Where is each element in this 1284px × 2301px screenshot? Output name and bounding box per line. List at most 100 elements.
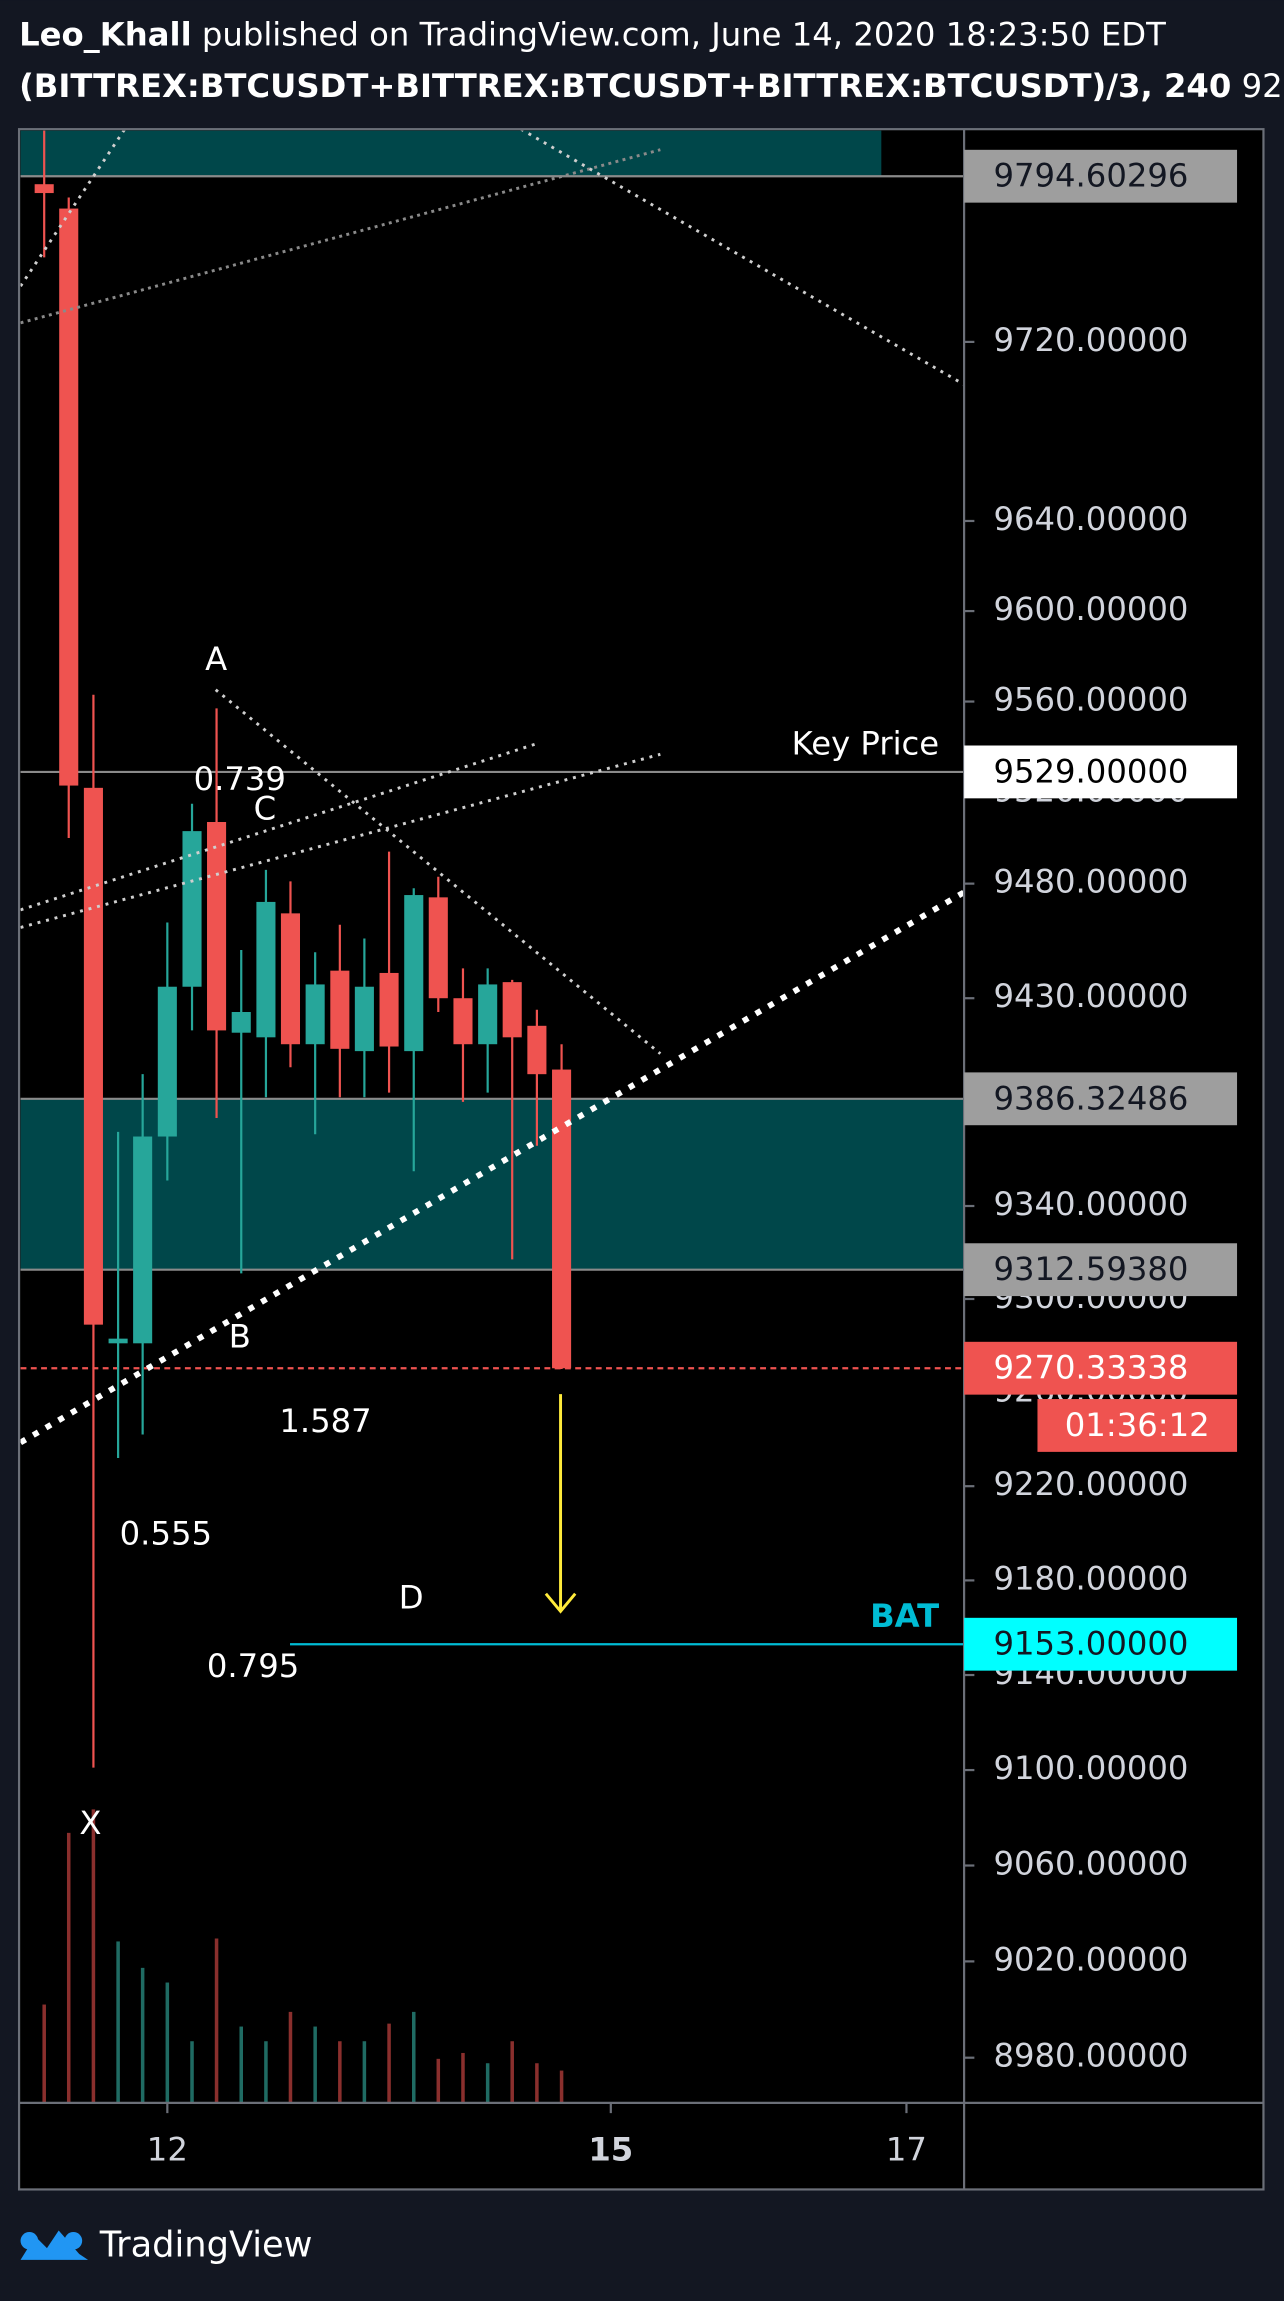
candle-body [108, 1338, 128, 1344]
y-tick-label: 8980.00000 [993, 2037, 1188, 2075]
price-tag [964, 1617, 1238, 1671]
price-tag [964, 1072, 1238, 1126]
candle-body [428, 897, 448, 999]
pattern-label: 0.555 [120, 1515, 212, 1553]
header-line-1: Leo_Khall published on TradingView.com, … [19, 16, 1166, 54]
price-tag [964, 1341, 1238, 1395]
logo-dot [20, 2231, 39, 2250]
y-tick-label: 9060.00000 [993, 1845, 1188, 1883]
x-tick-label: 15 [588, 2130, 633, 2168]
candle-body [280, 913, 301, 1045]
candle-body [182, 831, 202, 987]
volume-bar [485, 2063, 490, 2103]
volume-bar [338, 2041, 342, 2103]
trend-line [520, 130, 965, 386]
pattern-label: B [229, 1318, 251, 1356]
y-tick-label: 9560.00000 [993, 681, 1188, 719]
volume-bar [165, 1982, 170, 2103]
volume-bar [214, 1938, 219, 2103]
candle-body [59, 208, 79, 786]
volume-bar [436, 2058, 441, 2103]
footer-logo [20, 2230, 89, 2260]
countdown-tag [1037, 1399, 1238, 1452]
pattern-label: D [399, 1578, 424, 1616]
y-tick-label: 9100.00000 [993, 1749, 1188, 1787]
candle-body [478, 984, 498, 1045]
y-tick-label: 9180.00000 [993, 1559, 1188, 1597]
volume-bar [116, 1941, 120, 2103]
candle-body [231, 1012, 251, 1033]
drawings [20, 130, 965, 1614]
y-tick-label: 9720.00000 [993, 321, 1188, 359]
axis: 9720.00000 9640.00000 9600.00000 9560.00000… [147, 149, 1238, 2168]
candle-body [157, 986, 177, 1137]
volume-bar [411, 2011, 416, 2103]
candle-body [305, 984, 325, 1045]
volume-bar [66, 1832, 71, 2103]
y-tick-label: 9020.00000 [993, 1940, 1188, 1978]
countdown-label: 01:36:12 [1065, 1406, 1210, 1444]
candle-body [34, 184, 54, 194]
y-tick-label: 9430.00000 [993, 977, 1188, 1015]
volume-bar [362, 2041, 367, 2103]
pattern-label: A [205, 640, 227, 678]
volume-bar [535, 2063, 539, 2103]
logo-dot [64, 2231, 83, 2250]
price-tag-label: 9312.59380 [993, 1250, 1188, 1288]
volume-bar [313, 2026, 317, 2103]
last-price: 9270. [1231, 67, 1284, 105]
header-line-2: (BITTREX:BTCUSDT+BITTREX:BTCUSDT+BITTREX… [19, 67, 1284, 105]
candle-body [133, 1136, 153, 1344]
volume-bar [510, 2041, 514, 2103]
price-tag-label: 9270.33338 [993, 1349, 1188, 1387]
pattern-label: 1.587 [279, 1402, 371, 1440]
price-tag [964, 149, 1238, 203]
volume-bar [559, 2070, 564, 2103]
volume-bar [288, 2011, 293, 2103]
logo-icon [20, 2230, 89, 2260]
symbol: (BITTREX:BTCUSDT+BITTREX:BTCUSDT+BITTREX… [19, 67, 1231, 105]
volume-bar [190, 2041, 194, 2103]
candle-body [502, 982, 522, 1038]
volume-bar [140, 1967, 145, 2103]
candle-body [330, 970, 350, 1049]
trend-line [20, 148, 661, 325]
y-tick-label: 9220.00000 [993, 1465, 1188, 1503]
price-tag [964, 745, 1238, 799]
target-arrow-head [544, 1592, 577, 1614]
candle-body [552, 1069, 572, 1369]
volume-bar [42, 2004, 46, 2103]
pattern-label: 0.795 [207, 1647, 299, 1685]
y-tick-label: 9600.00000 [993, 590, 1188, 628]
candle-body [83, 787, 103, 1325]
volume-bar [387, 2023, 391, 2103]
candle-body [207, 822, 227, 1031]
candle-body [453, 998, 473, 1045]
price-tag-label: 9794.60296 [993, 157, 1188, 195]
volume-bar [461, 2052, 465, 2103]
price-tag-label: 9386.32486 [993, 1079, 1188, 1117]
trend-line [20, 742, 537, 912]
author: Leo_Khall [19, 16, 192, 54]
pattern-label: 0.739 [194, 760, 286, 798]
candle-body [256, 901, 276, 1038]
price-tag-label: 9529.00000 [993, 752, 1188, 790]
volume-bar [239, 2026, 244, 2103]
level-name: Key Price [792, 725, 939, 763]
zone [20, 130, 882, 177]
x-tick-label: 12 [147, 2130, 188, 2168]
price-tag-label: 9153.00000 [993, 1625, 1188, 1663]
candle-body [527, 1025, 547, 1075]
pattern-label: X [79, 1804, 101, 1842]
volume-bar [91, 1809, 96, 2103]
candle-body [354, 986, 374, 1052]
x-tick-label: 17 [886, 2130, 927, 2168]
footer-brand: TradingView [99, 2225, 313, 2266]
candle-body [379, 972, 399, 1047]
published: published on TradingView.com, June 14, 2… [192, 16, 1166, 54]
candle-body [404, 895, 424, 1052]
y-tick-label: 9340.00000 [993, 1185, 1188, 1223]
zone [20, 1098, 965, 1270]
